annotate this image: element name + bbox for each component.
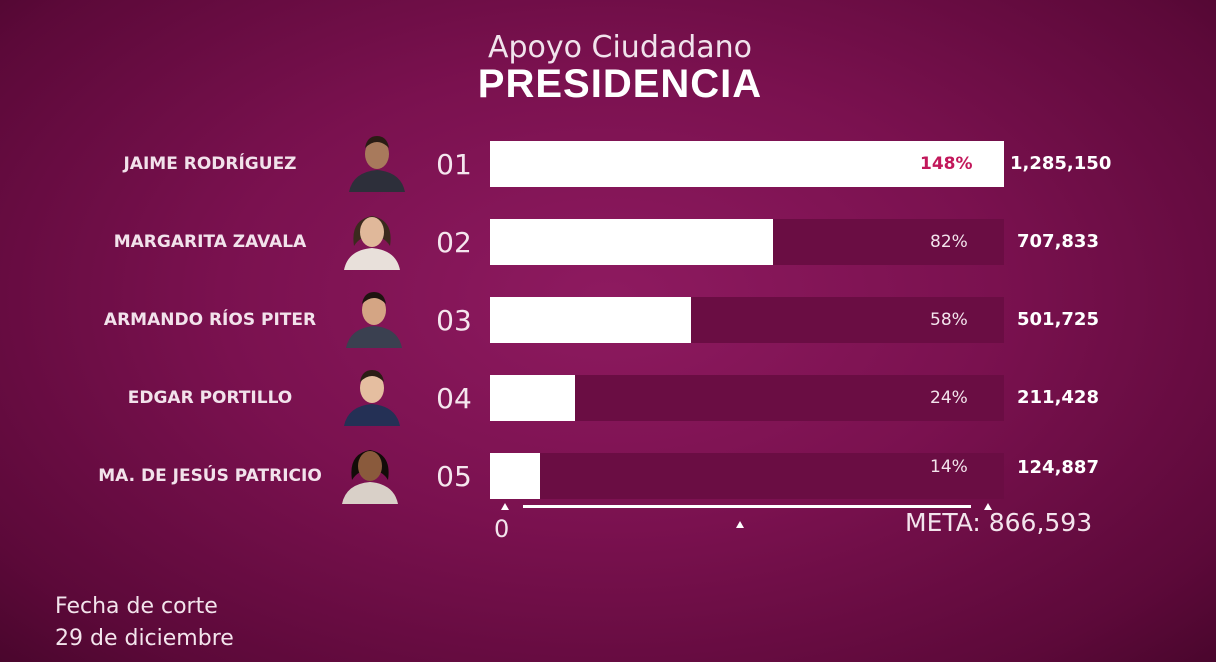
- percent-label: 148%: [920, 154, 973, 174]
- value-label: 124,887: [1017, 457, 1099, 478]
- axis-tick-goal: [984, 503, 992, 510]
- footer-date: 29 de diciembre: [55, 626, 234, 651]
- candidate-number: 04: [436, 382, 472, 415]
- percent-label: 24%: [930, 388, 968, 408]
- candidate-number: 01: [436, 148, 472, 181]
- bar: [490, 453, 540, 499]
- percent-label: 58%: [930, 310, 968, 330]
- bar: [490, 297, 691, 343]
- value-label: 707,833: [1017, 231, 1099, 252]
- candidate-name: ARMANDO RÍOS PITER: [103, 310, 317, 330]
- axis-zero-label: 0: [494, 515, 510, 543]
- bar: [490, 219, 773, 265]
- bar: [490, 141, 1004, 187]
- chart-subtitle: Apoyo Ciudadano: [487, 30, 753, 65]
- percent-label: 82%: [930, 232, 968, 252]
- candidate-number: 02: [436, 226, 472, 259]
- candidate-number: 05: [436, 460, 472, 493]
- footer-label: Fecha de corte: [55, 594, 218, 619]
- goal-label: META: 866,593: [905, 508, 1093, 537]
- candidate-name: MARGARITA ZAVALA: [113, 232, 307, 252]
- candidate-name: MA. DE JESÚS PATRICIO: [98, 466, 322, 486]
- bar-track: [490, 375, 1004, 421]
- value-label: 211,428: [1017, 387, 1099, 408]
- axis-tick-start: [501, 503, 509, 510]
- candidate-photo: [340, 206, 404, 270]
- candidate-number: 03: [436, 304, 472, 337]
- bar-track: [490, 453, 1004, 499]
- candidate-name: JAIME RODRÍGUEZ: [123, 154, 297, 174]
- percent-label: 14%: [930, 457, 968, 477]
- axis-line: [523, 505, 971, 508]
- axis-tick-mid: [736, 521, 744, 528]
- value-label: 1,285,150: [1010, 153, 1112, 174]
- chart-title: PRESIDENCIA: [477, 62, 763, 106]
- candidate-photo: [345, 128, 409, 192]
- candidate-photo: [340, 362, 404, 426]
- candidate-photo: [342, 284, 406, 348]
- bar: [490, 375, 575, 421]
- candidate-name: EDGAR PORTILLO: [127, 388, 293, 408]
- candidate-photo: [338, 440, 402, 504]
- value-label: 501,725: [1017, 309, 1099, 330]
